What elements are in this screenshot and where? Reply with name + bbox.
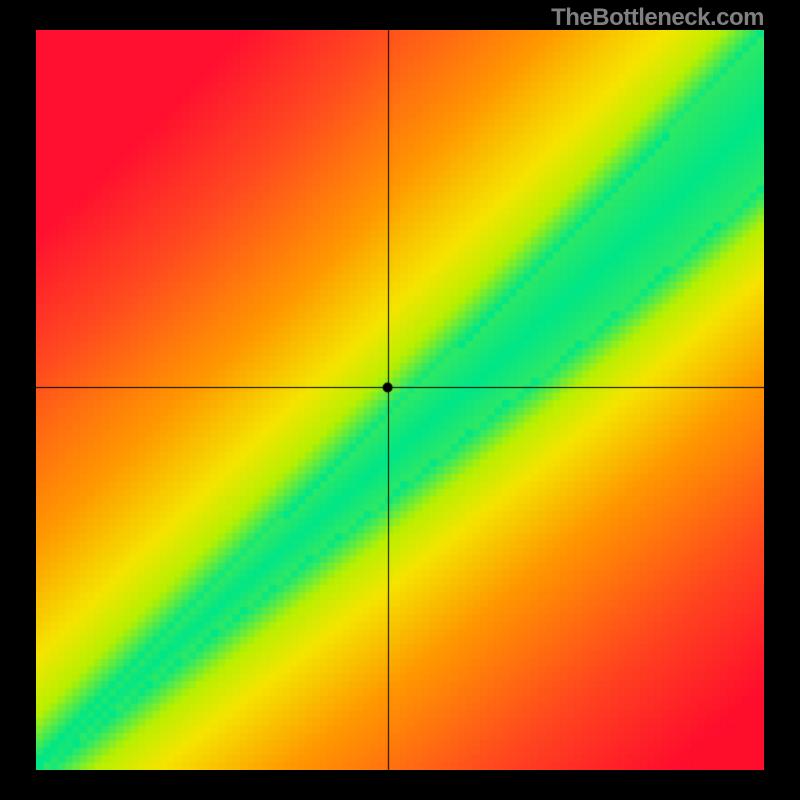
- watermark-text: TheBottleneck.com: [551, 4, 764, 32]
- heatmap-canvas: [36, 30, 764, 770]
- chart-container: TheBottleneck.com: [0, 0, 800, 800]
